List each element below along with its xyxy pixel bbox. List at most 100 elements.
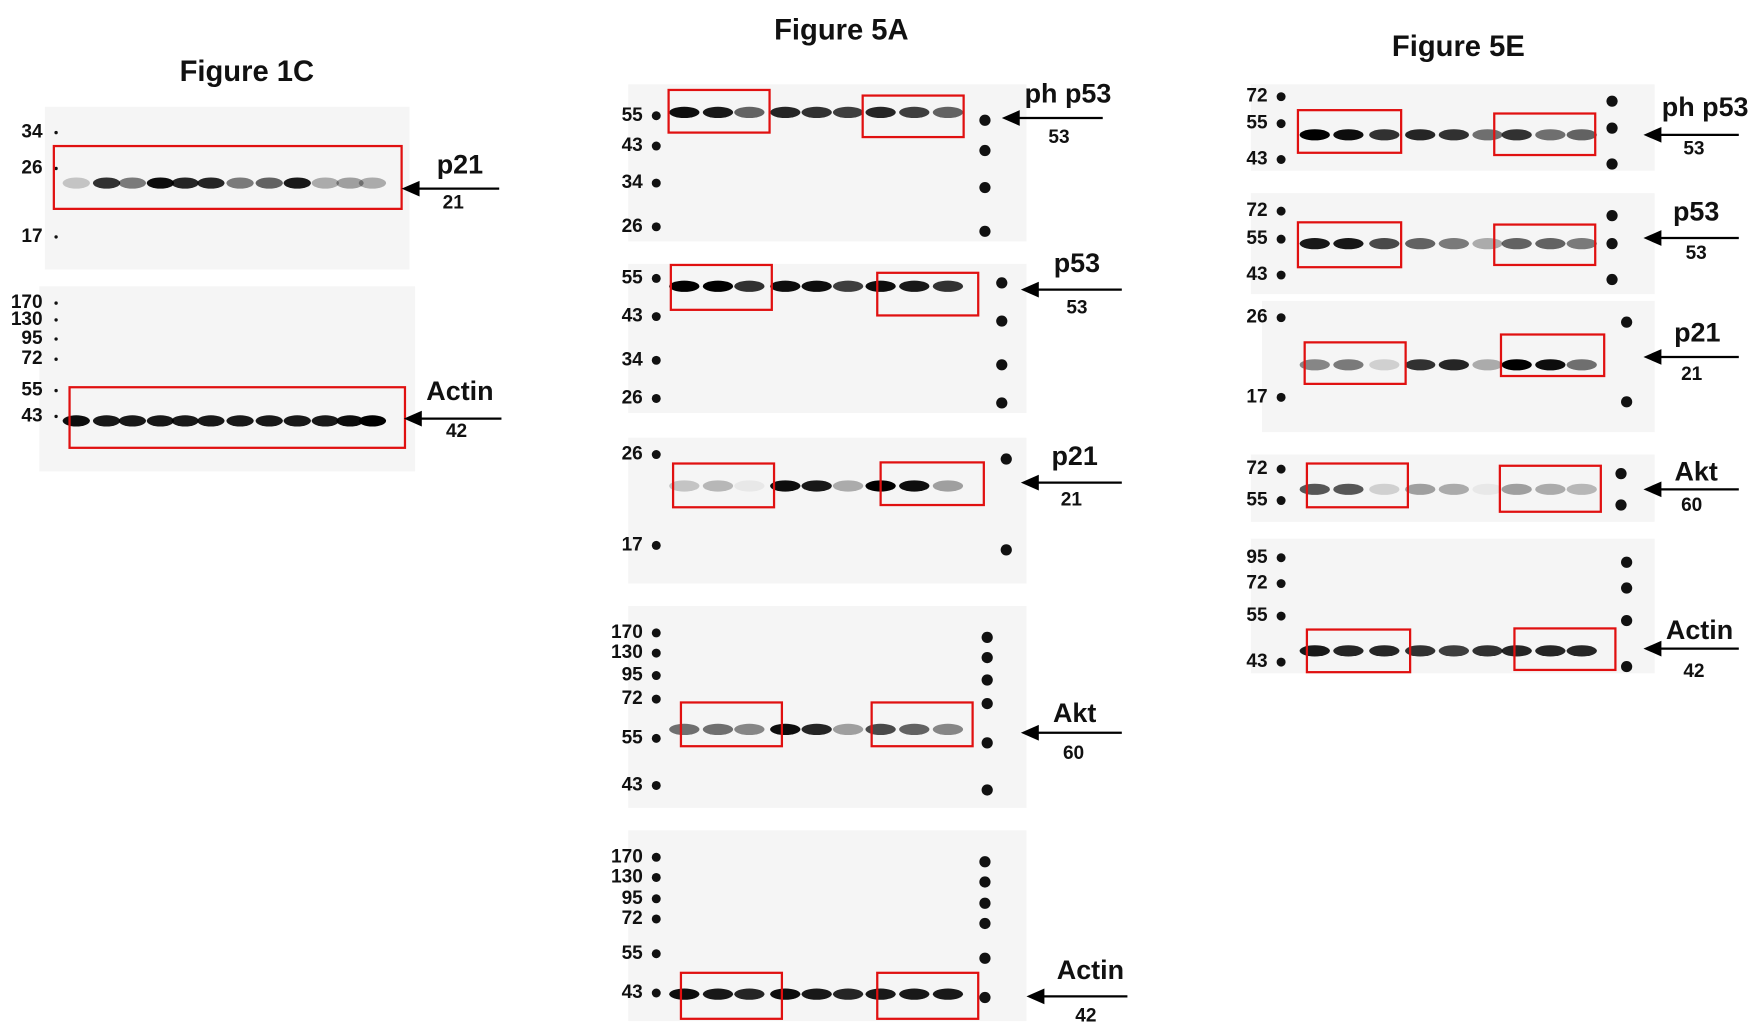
marker-label: 95 [622, 888, 644, 909]
band [256, 177, 283, 188]
figure-title: Figure 5A [774, 14, 908, 46]
marker-label: 55 [622, 267, 644, 288]
band [1369, 484, 1399, 495]
ladder-dot [1277, 465, 1286, 474]
band [865, 724, 895, 735]
band [933, 989, 963, 1000]
ladder-dot [54, 415, 57, 418]
band [1369, 129, 1399, 140]
ladder-dot [979, 898, 990, 909]
marker-label: 72 [622, 688, 643, 709]
protein-label: p53 [1054, 248, 1100, 278]
band [1472, 129, 1502, 140]
band [1567, 238, 1597, 249]
marker-label: 95 [622, 665, 644, 686]
band [1439, 359, 1469, 370]
band [1439, 238, 1469, 249]
band [669, 107, 699, 118]
ladder-dot [1615, 499, 1626, 510]
ladder-dot [996, 359, 1007, 370]
size-label: 21 [443, 192, 465, 213]
band [833, 480, 863, 491]
band [899, 281, 929, 292]
ladder-dot [996, 315, 1007, 326]
protein-label: Actin [426, 376, 493, 406]
ladder-dot [1277, 393, 1286, 402]
size-label: 53 [1048, 127, 1069, 148]
band [802, 724, 832, 735]
size-label: 53 [1683, 138, 1704, 159]
ladder-dot [54, 337, 57, 340]
band [1567, 359, 1597, 370]
marker-label: 72 [1246, 86, 1267, 107]
band [703, 107, 733, 118]
marker-label: 130 [11, 309, 43, 330]
marker-label: 170 [611, 622, 643, 643]
band [734, 480, 764, 491]
band [284, 415, 311, 426]
ladder-dot [652, 914, 661, 923]
ladder-dot [652, 695, 661, 704]
band [669, 281, 699, 292]
marker-label: 43 [1246, 651, 1267, 672]
ladder-dot [979, 115, 990, 126]
protein-label: ph p53 [1025, 79, 1112, 109]
ladder-dot [979, 918, 990, 929]
marker-label: 130 [611, 642, 643, 663]
band [359, 415, 386, 426]
figure-title: Figure 5E [1392, 31, 1525, 63]
band [1472, 359, 1502, 370]
marker-label: 55 [1246, 490, 1268, 511]
band [734, 107, 764, 118]
marker-label: 26 [1246, 307, 1267, 328]
ladder-dot [652, 450, 661, 459]
marker-label: 26 [622, 387, 643, 408]
ladder-dot [652, 781, 661, 790]
band [1333, 129, 1363, 140]
band [1502, 484, 1532, 495]
marker-label: 95 [21, 328, 43, 349]
ladder-dot [54, 389, 57, 392]
marker-label: 55 [622, 105, 644, 126]
band [734, 281, 764, 292]
band [312, 177, 339, 188]
size-label: 53 [1686, 243, 1707, 264]
marker-label: 55 [1246, 228, 1268, 249]
band [1535, 129, 1565, 140]
band [1300, 484, 1330, 495]
ladder-dot [979, 953, 990, 964]
marker-label: 43 [622, 306, 643, 327]
ladder-dot [979, 145, 990, 156]
marker-label: 72 [1246, 200, 1267, 221]
band [93, 177, 120, 188]
band [770, 989, 800, 1000]
band [359, 177, 386, 188]
band [865, 281, 895, 292]
marker-label: 43 [622, 775, 643, 796]
ladder-dot [1277, 553, 1286, 562]
ladder-dot [1277, 271, 1286, 280]
ladder-dot [982, 652, 993, 663]
ladder-dot [1277, 119, 1286, 128]
protein-label: p21 [1052, 441, 1098, 471]
marker-label: 43 [1246, 149, 1267, 170]
band [865, 989, 895, 1000]
band [899, 989, 929, 1000]
ladder-dot [1277, 207, 1286, 216]
protein-label: Actin [1057, 955, 1124, 985]
band [703, 281, 733, 292]
band [1333, 645, 1363, 656]
size-label: 42 [1075, 1006, 1096, 1027]
ladder-dot [1606, 210, 1617, 221]
ladder-dot [652, 394, 661, 403]
band [703, 989, 733, 1000]
ladder-dot [982, 698, 993, 709]
ladder-dot [1277, 235, 1286, 244]
ladder-dot [652, 142, 661, 151]
band [1333, 359, 1363, 370]
band [119, 415, 146, 426]
ladder-dot [1621, 317, 1632, 328]
band [703, 724, 733, 735]
band [899, 480, 929, 491]
ladder-dot [1277, 658, 1286, 667]
